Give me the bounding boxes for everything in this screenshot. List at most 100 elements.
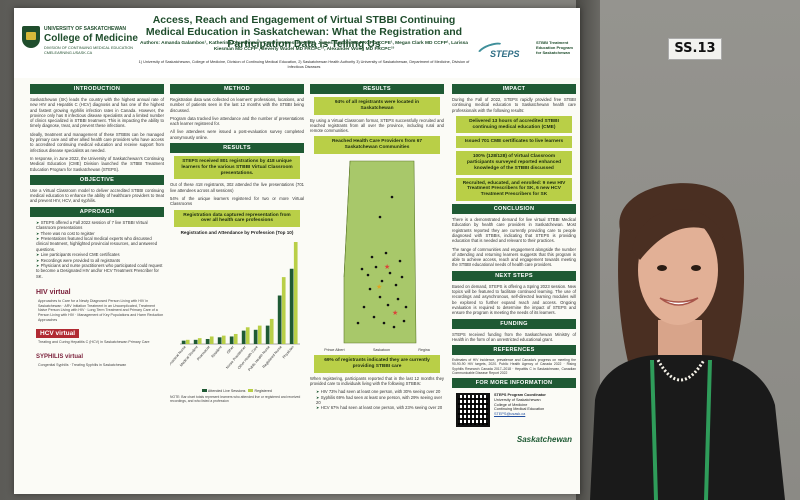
bar-attended [205, 338, 210, 344]
column-1: INTRODUCTION Saskatchewan (SK) leads the… [30, 84, 164, 367]
care-bullets: HIV 73% had seen at least one person, wi… [310, 389, 444, 411]
college-subtitle: DIVISION OF CONTINUING MEDICAL EDUCATION… [44, 46, 134, 55]
regina-marker: ★ [392, 309, 398, 317]
community-dot [356, 321, 360, 325]
section-heading-results-2: RESULTS [310, 84, 444, 94]
community-dot [362, 305, 366, 309]
column-4: IMPACT During the Fall of 2022, STEPS ra… [452, 84, 576, 444]
intro-paragraph-1: Saskatchewan (SK) leads the country with… [30, 97, 164, 129]
attendance-paragraph: Out of these 418 registrants, 302 attend… [170, 182, 304, 193]
column-3: RESULTS 94% of all registrants were loca… [310, 84, 444, 413]
section-heading-references: REFERENCES [452, 345, 576, 356]
intro-paragraph-2: Ideally, treatment and management of the… [30, 131, 164, 153]
left-eye [657, 265, 667, 271]
bar-registered [293, 241, 298, 344]
community-dot [388, 271, 392, 275]
method-paragraph-1: Registration data was collected on learn… [170, 97, 304, 113]
map-legend-prince-albert: Prince Albert [324, 348, 345, 353]
community-dot [396, 297, 400, 301]
contact-email-link[interactable]: STEPS@usask.ca [494, 412, 526, 417]
list-item: HIV 73% had seen at least one person, wi… [316, 389, 444, 394]
qr-code-icon[interactable] [456, 392, 490, 427]
section-heading-introduction: INTRODUCTION [30, 84, 164, 94]
multi-registration-paragraph: 54% of the unique learners registered fo… [170, 196, 304, 207]
bar-attended [217, 337, 222, 344]
university-name: UNIVERSITY OF SASKATCHEWAN [44, 26, 127, 32]
list-item: HCV 67% had seen at least one person, wi… [316, 405, 444, 410]
section-heading-impact: IMPACT [452, 84, 576, 94]
presenter-person [590, 183, 785, 500]
syphilis-virtual-logo: SYPHILIS virtual [36, 353, 84, 360]
x-tick-label: Other [226, 344, 235, 354]
communities-highlight: Reached Health Care Providers from 67 Sa… [314, 136, 440, 155]
bar-attended [229, 336, 234, 344]
province-border [343, 161, 351, 278]
legend-swatch-attended [202, 388, 208, 392]
references-list: Estimates of HIV incidence, prevalence a… [452, 358, 576, 375]
community-dot [372, 315, 376, 319]
community-dot [370, 255, 374, 259]
method-paragraph-2: Program data tracked live attendance and… [170, 115, 304, 127]
college-name: College of Medicine [44, 33, 138, 44]
list-item: Recordings were provided to all registra… [36, 258, 164, 263]
next-steps-paragraph: Based on demand, STEPS is offering a Spr… [452, 283, 576, 316]
funding-paragraph: STEPS received funding from the Saskatch… [452, 331, 576, 342]
community-dot [382, 321, 386, 325]
bar-attended [193, 339, 198, 344]
contact-line: College of Medicine [494, 402, 528, 407]
bar-attended [241, 330, 246, 344]
bar-registered [209, 336, 214, 344]
map-legend: Prince Albert Saskatoon Regina [310, 348, 444, 352]
saskatchewan-logo: Saskatchewan [516, 434, 572, 444]
black-top [590, 355, 785, 500]
objective-paragraph: Use a Virtual Classroom model to deliver… [30, 187, 164, 204]
community-dot [374, 265, 378, 269]
x-tick-label: Resident [211, 345, 223, 358]
community-dot [400, 275, 404, 279]
section-heading-results: RESULTS [170, 143, 304, 154]
contact-title: STEPS Program Coordinator [494, 392, 546, 397]
bar-attended [181, 340, 186, 344]
section-heading-more-info: FOR MORE INFORMATION [452, 377, 576, 388]
hiv-topics: Approaches to Care for a Newly Diagnosed… [38, 299, 164, 322]
method-paragraph-3: All live attendees were issued a post-ev… [170, 129, 304, 140]
conference-poster: UNIVERSITY OF SASKATCHEWAN College of Me… [14, 8, 580, 494]
contact-info: STEPS Program Coordinator University of … [494, 393, 546, 427]
section-heading-funding: FUNDING [452, 318, 576, 329]
legend-label-attended: Attended Live Sessions [207, 388, 246, 393]
list-item: Live participants received CME certifica… [36, 252, 164, 257]
province-shape [343, 160, 417, 344]
chart-legend: Attended Live Sessions Registered [170, 388, 304, 393]
legend-label-registered: Registered [254, 388, 272, 393]
bar-attended [289, 268, 294, 344]
bar-attended [265, 325, 270, 344]
face [638, 215, 718, 325]
approach-bullets: STEPS offered a Fall 2022 session of 7 l… [30, 220, 164, 279]
syphilis-topics: Congenital Syphilis · Treating Syphilis … [38, 362, 127, 367]
poster-header: UNIVERSITY OF SASKATCHEWAN College of Me… [14, 8, 580, 78]
impact-highlight-1: Delivered 13 hours of accredited STBBI c… [456, 115, 572, 134]
conclusion-paragraph-2: The range of communities and engagement … [452, 246, 576, 268]
registrations-highlight: STEPS received 801 registrations by 418 … [174, 156, 300, 180]
section-heading-next-steps: NEXT STEPS [452, 270, 576, 281]
section-heading-approach: APPROACH [30, 206, 164, 217]
x-tick-label: Physician [282, 345, 295, 359]
map-svg: ★ ★ ★ [343, 160, 417, 344]
community-dot [398, 259, 402, 263]
community-dots [356, 195, 408, 329]
hair-fringe [632, 209, 725, 260]
map-legend-regina: Regina [418, 348, 430, 353]
community-dot [384, 251, 388, 255]
list-item: Syphilis 69% had seen at least one perso… [316, 395, 444, 406]
poster-authors: Authors: Amanda Galambos¹, Katherine Chu… [140, 41, 468, 52]
bar-registered [245, 327, 250, 344]
community-dot [378, 215, 382, 219]
map-legend-saskatoon: Saskatoon [372, 348, 390, 353]
crest-icon [22, 26, 40, 48]
bar-registered [257, 325, 262, 344]
conclusion-paragraph-1: There is a demonstrated demand for live … [452, 217, 576, 244]
care-paragraph: When registering, participants reported … [310, 375, 444, 386]
bar-registered [233, 333, 238, 344]
right-eye [691, 265, 701, 271]
